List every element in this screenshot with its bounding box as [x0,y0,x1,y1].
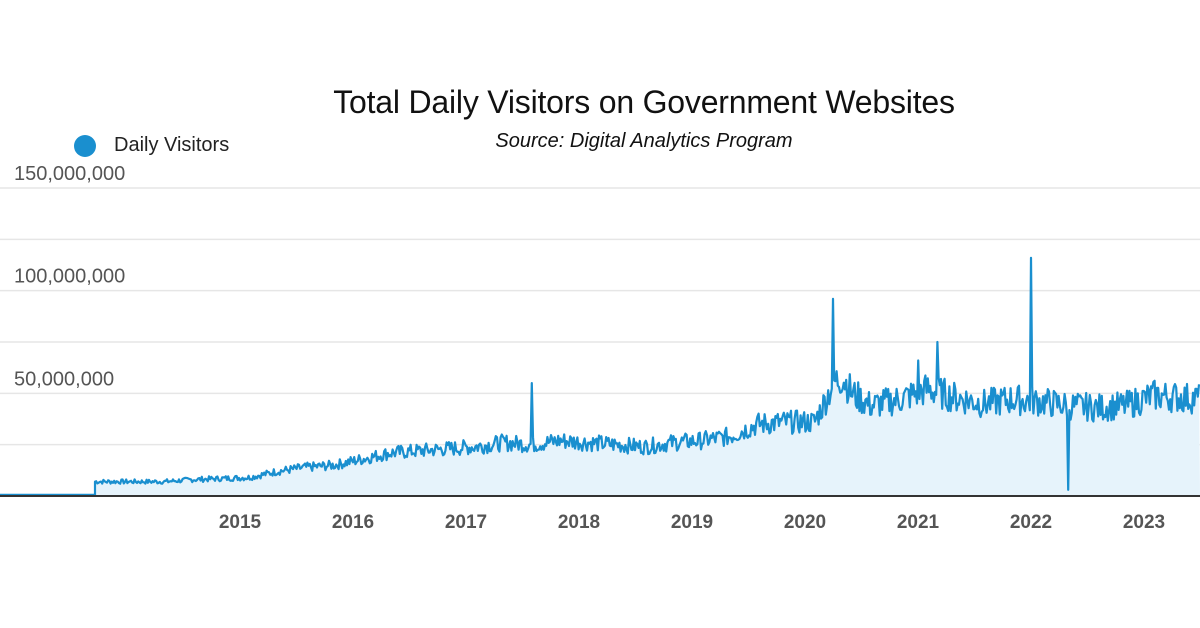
x-tick-label: 2019 [671,512,713,533]
x-tick-label: 2018 [558,512,600,533]
x-tick-label: 2023 [1123,512,1165,533]
x-tick-label: 2020 [784,512,826,533]
y-tick-label: 100,000,000 [14,266,125,288]
x-tick-label: 2016 [332,512,374,533]
y-tick-label: 50,000,000 [14,368,114,390]
x-tick-label: 2022 [1010,512,1052,533]
legend-dot-daily-visitors [74,134,96,157]
x-tick-label: 2015 [219,512,262,533]
chart-title: Total Daily Visitors on Government Websi… [333,84,955,120]
chart-subtitle: Source: Digital Analytics Program [495,130,793,152]
area-fill-daily-visitors [0,257,1200,496]
y-tick-label: 150,000,000 [14,163,125,185]
legend: Daily Visitors [74,134,229,157]
x-tick-label: 2017 [445,512,487,533]
x-tick-label: 2021 [897,512,940,533]
series-line-daily-visitors [93,256,1200,496]
legend-label-daily-visitors: Daily Visitors [114,134,230,156]
